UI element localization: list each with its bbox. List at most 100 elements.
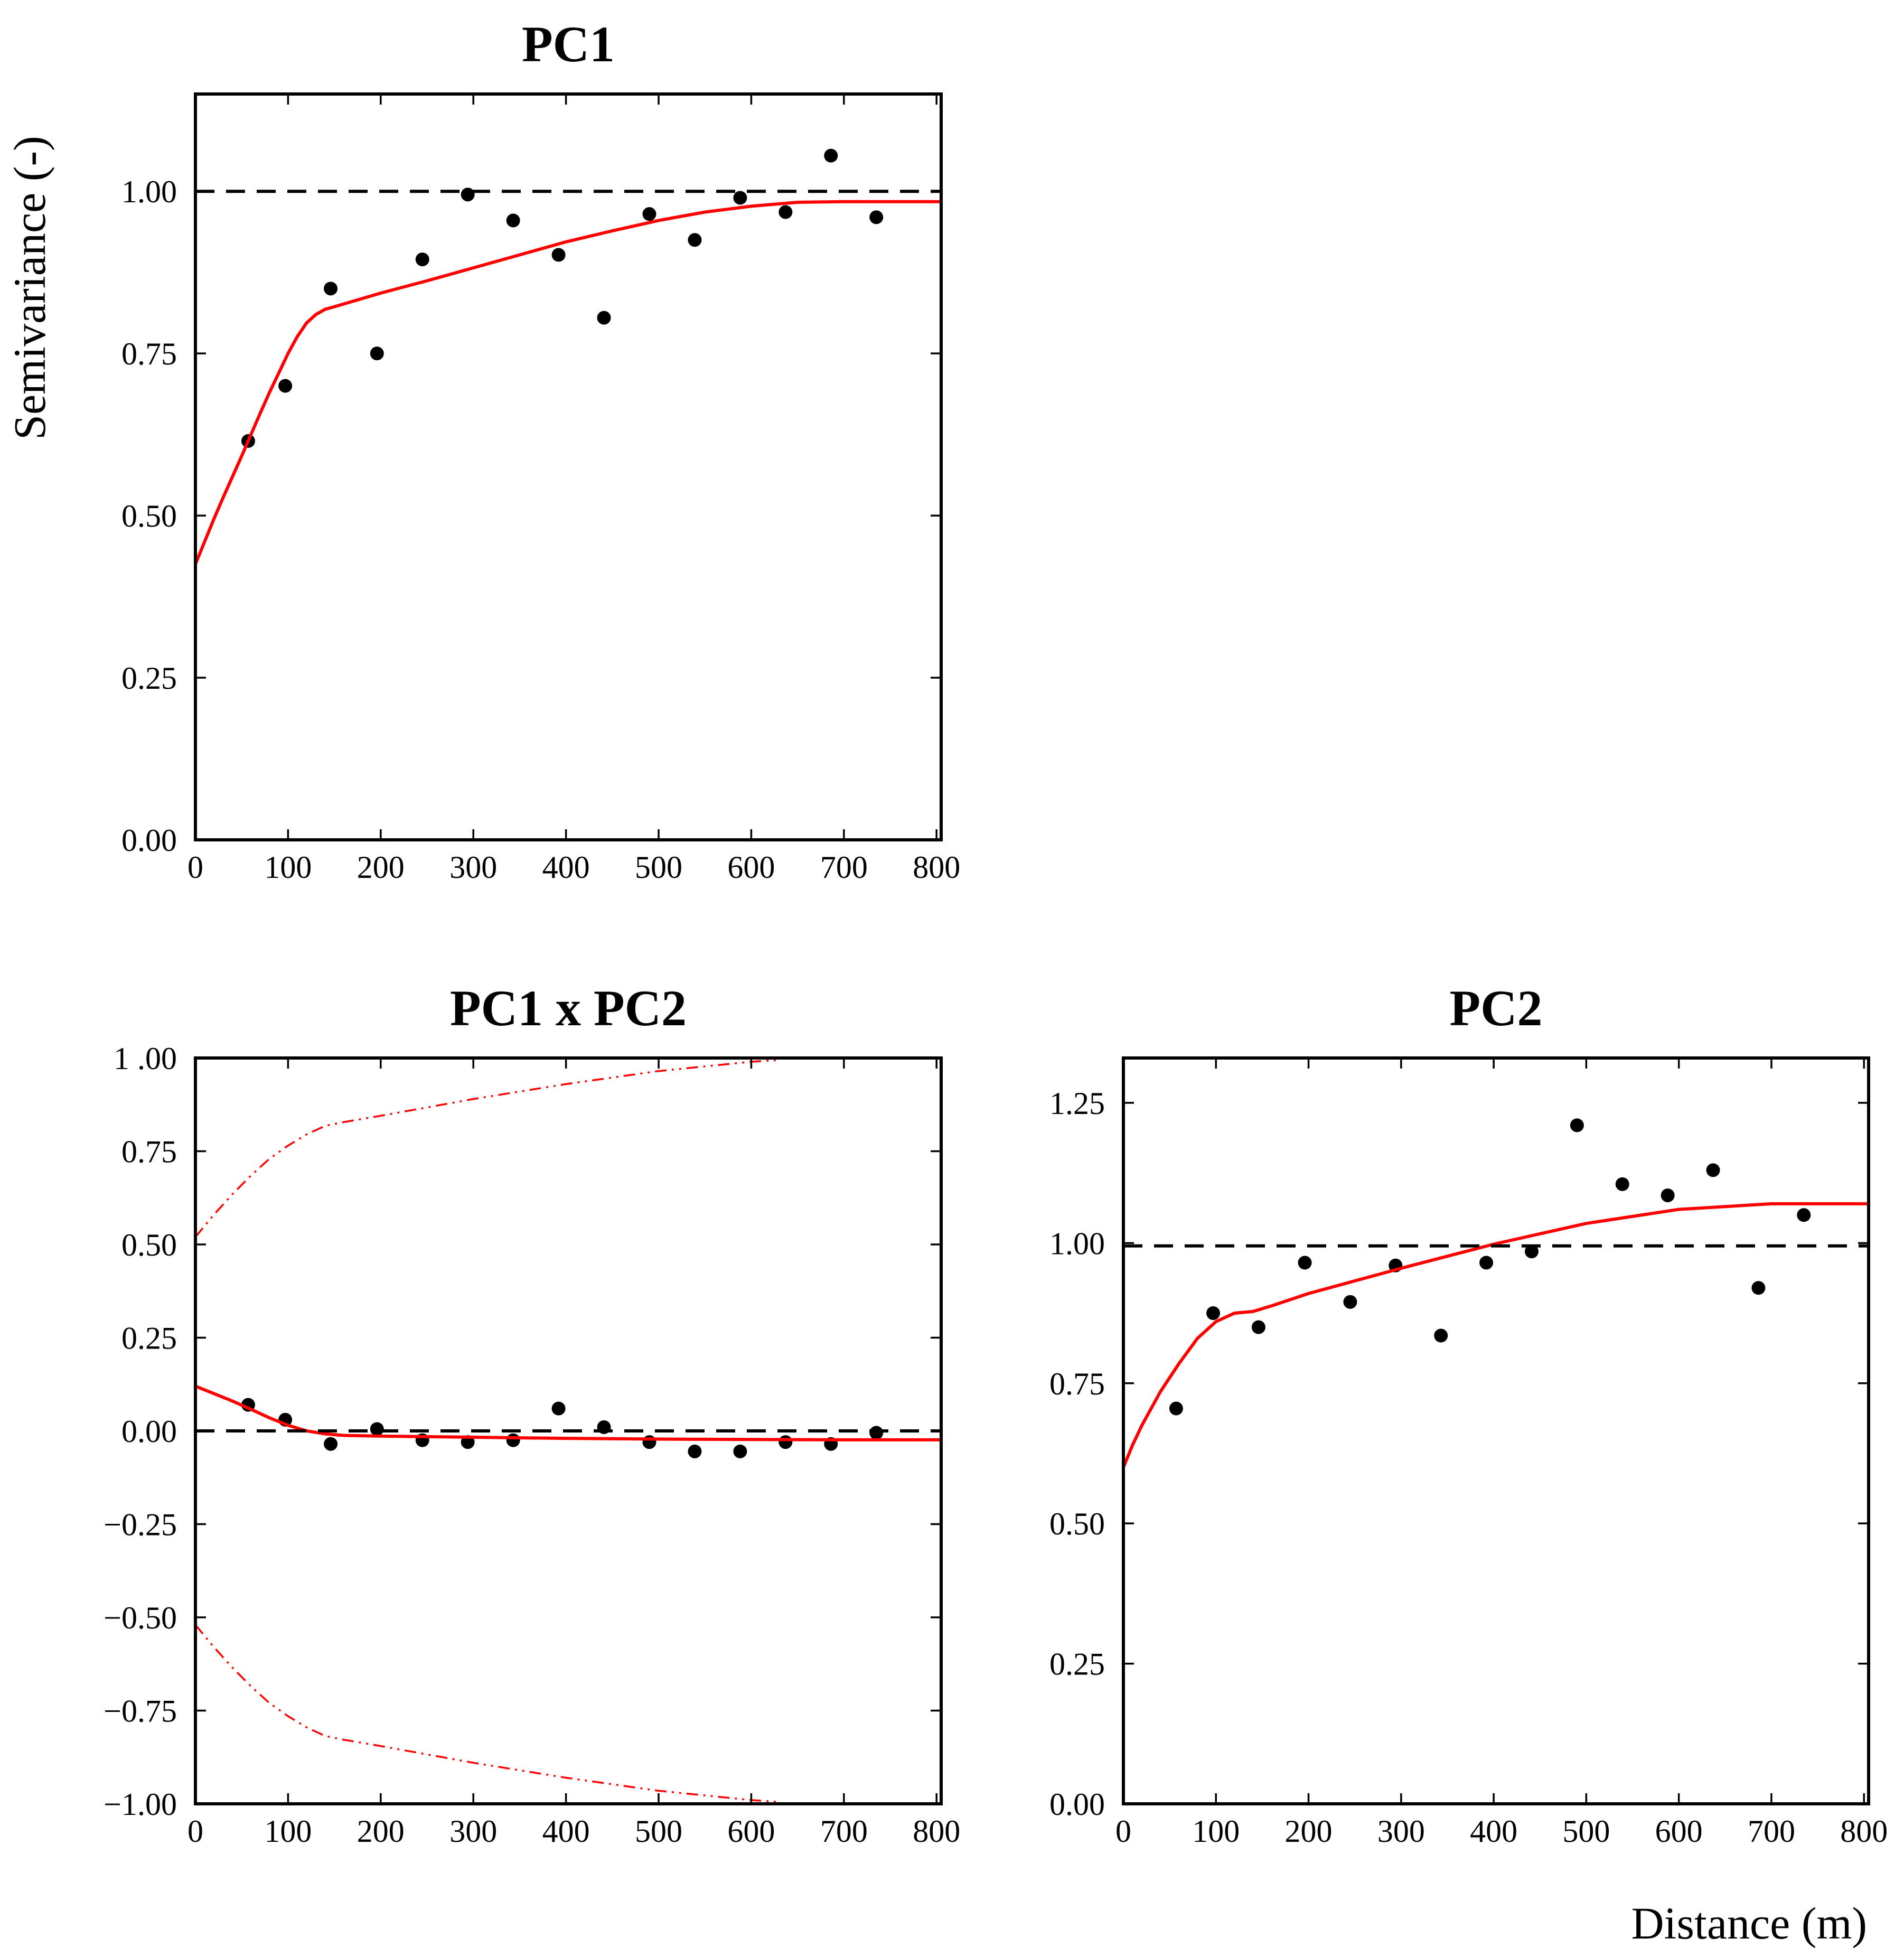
pc1xpc2-fitted-model-line [195,1384,941,1441]
pc2-x-tick-label: 300 [1377,1814,1425,1849]
pc1xpc2-y-tick-label: 1 .00 [114,1041,177,1076]
pc2-data-point [1751,1281,1766,1295]
pc1xpc2-x-tick-label: 300 [449,1814,497,1849]
pc2-y-tick-label: 0.50 [1049,1506,1105,1541]
pc1xpc2-panel: PC1 x PC2 0 100 200 300 400 500 600 700 800 −1.00 −… [104,980,960,1849]
pc2-axes-frame [1122,1056,1870,1805]
pc1xpc2-title: PC1 x PC2 [450,980,687,1036]
pc1xpc2-y-tick-label: −0.25 [104,1507,177,1542]
y-axis-title: Semivariance (-) [4,136,55,439]
pc1xpc2-x-tick-label: 400 [542,1814,590,1849]
pc1xpc2-y-tick-label: 0.50 [121,1228,177,1262]
pc1xpc2-data-point [869,1426,884,1440]
pc1-x-tick-label: 300 [449,850,497,885]
pc1-x-tick-label: 700 [820,850,868,885]
pc1xpc2-data-point [324,1437,338,1451]
pc1-data-point [324,282,338,296]
pc1-x-tick-label: 500 [635,850,682,885]
pc1xpc2-x-tick-label: 600 [727,1814,775,1849]
pc1-x-tick-label: 100 [264,850,312,885]
pc1xpc2-upper-bound-line [195,1059,780,1238]
pc1-y-tick-label: 0.75 [121,336,177,371]
pc2-x-tick-label: 100 [1192,1814,1240,1849]
pc1-data-point [370,347,384,361]
pc2-title: PC2 [1450,980,1543,1036]
pc1-data-point [824,148,838,163]
pc2-data-point [1797,1208,1811,1222]
pc2-data-point [1251,1320,1265,1334]
pc1-y-tick-label: 1.00 [121,174,177,209]
pc1xpc2-y-tick-label: −1.00 [104,1787,177,1822]
pc2-data-point [1298,1256,1312,1270]
pc1-axes-frame [194,92,943,841]
pc1xpc2-y-tick-label: 0.00 [121,1414,177,1449]
pc2-y-tick-label: 1.25 [1049,1086,1105,1121]
pc1xpc2-y-tick-label: 0.75 [121,1135,177,1169]
pc1xpc2-data-point [642,1435,656,1449]
pc2-y-tick-label: 1.00 [1049,1226,1105,1261]
pc2-y-tick-label: 0.00 [1049,1787,1105,1822]
pc1xpc2-x-tick-label: 0 [187,1814,203,1849]
pc2-data-point [1479,1256,1494,1270]
pc1-data-point [733,191,747,205]
pc1xpc2-data-point [506,1433,520,1447]
pc1xpc2-lower-bound-line [195,1624,780,1803]
pc1-data-point [779,205,793,219]
pc2-panel: PC2 0 100 200 300 400 500 600 700 800 0.00 0.25 0.50… [1049,980,1888,1849]
pc1-data-point [597,311,611,325]
pc1xpc2-x-tick-label: 700 [820,1814,868,1849]
pc1-y-tick-label: 0.00 [121,823,177,858]
pc1xpc2-data-point [551,1401,566,1416]
pc1-data-point [642,207,656,221]
pc2-x-tick-label: 400 [1470,1814,1517,1849]
pc2-data-point [1706,1163,1720,1177]
pc1-data-point [869,210,884,224]
pc2-data-point [1169,1401,1183,1416]
pc1-y-tick-label: 0.25 [121,661,177,696]
pc1xpc2-x-tick-label: 200 [357,1814,405,1849]
pc1-plot-area [195,148,941,565]
pc1xpc2-x-tick-label: 800 [913,1814,960,1849]
pc2-y-tick-label: 0.25 [1049,1647,1105,1682]
pc1xpc2-y-tick-label: −0.75 [104,1694,177,1729]
pc2-x-tick-label: 600 [1655,1814,1703,1849]
pc2-x-tick-label: 500 [1562,1814,1610,1849]
pc1-data-point [551,248,566,262]
pc1-data-point [688,233,702,247]
pc2-data-point [1343,1295,1357,1309]
pc1xpc2-data-point [688,1444,702,1458]
pc1-data-point [506,213,520,228]
pc1-data-point [278,379,293,393]
pc1-title: PC1 [522,16,615,72]
pc2-x-tick-label: 0 [1115,1814,1131,1849]
pc1xpc2-y-tick-label: 0.25 [121,1321,177,1356]
pc2-data-point [1661,1188,1675,1203]
pc2-plot-area [1123,1118,1869,1468]
pc2-x-tick-label: 800 [1840,1814,1888,1849]
pc1-x-tick-label: 200 [357,850,405,885]
pc1xpc2-y-tick-label: −0.50 [104,1600,177,1635]
pc1xpc2-data-point [779,1435,793,1449]
pc1-x-tick-label: 0 [187,850,203,885]
pc1-x-tick-label: 600 [727,850,775,885]
pc2-data-point [1206,1306,1221,1321]
pc1-fitted-model-line [195,200,941,565]
pc1-x-tick-label: 400 [542,850,590,885]
pc2-x-tick-label: 200 [1285,1814,1333,1849]
pc1xpc2-data-point [370,1422,384,1436]
pc2-data-point [1434,1328,1448,1343]
pc2-x-tick-label: 700 [1748,1814,1795,1849]
pc1xpc2-plot-area [195,1059,941,1803]
pc1xpc2-x-tick-label: 100 [264,1814,312,1849]
x-axis-title: Distance (m) [1631,1898,1867,1949]
pc1-y-tick-label: 0.50 [121,499,177,533]
pc2-y-tick-label: 0.75 [1049,1366,1105,1401]
pc2-fitted-model-line [1123,1202,1869,1468]
pc1-panel: PC1 0 100 200 300 400 500 600 700 800 0.00 0.25 0.50… [121,16,960,885]
pc2-data-point [1524,1244,1539,1259]
pc1xpc2-x-tick-label: 500 [635,1814,682,1849]
pc1-x-tick-label: 800 [913,850,960,885]
pc2-data-point [1570,1118,1584,1132]
pc1xpc2-data-point [733,1444,747,1458]
